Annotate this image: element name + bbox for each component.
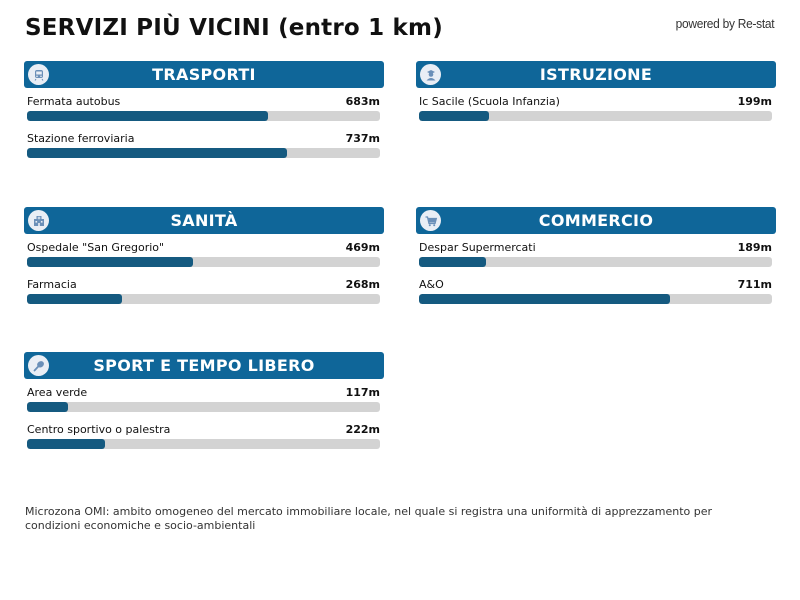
section-trasporti: TRASPORTI Fermata autobus 683m Stazione … (24, 61, 384, 162)
service-name: Ospedale "San Gregorio" (27, 241, 165, 254)
shopping-cart-icon (420, 210, 441, 231)
section-sport: SPORT E TEMPO LIBERO Area verde 117m Cen… (24, 352, 384, 453)
service-distance: 117m (345, 386, 380, 399)
distance-bar (27, 257, 380, 267)
list-item: Area verde 117m (24, 379, 384, 416)
list-item: Ic Sacile (Scuola Infanzia) 199m (416, 88, 776, 125)
service-distance: 189m (737, 241, 772, 254)
list-item: Farmacia 268m (24, 271, 384, 308)
distance-bar (419, 294, 772, 304)
distance-bar (419, 257, 772, 267)
service-name: A&O (419, 278, 444, 291)
racket-icon (28, 355, 49, 376)
service-distance: 199m (737, 95, 772, 108)
section-istruzione: ISTRUZIONE Ic Sacile (Scuola Infanzia) 1… (416, 61, 776, 125)
service-name: Stazione ferroviaria (27, 132, 135, 145)
service-distance: 711m (737, 278, 772, 291)
distance-bar (419, 111, 772, 121)
list-item: Fermata autobus 683m (24, 88, 384, 125)
section-title: ISTRUZIONE (539, 65, 653, 84)
service-name: Area verde (27, 386, 88, 399)
distance-bar-fill (419, 294, 670, 304)
distance-bar-fill (27, 257, 193, 267)
distance-bar-fill (27, 402, 69, 412)
list-item: Ospedale "San Gregorio" 469m (24, 234, 384, 271)
distance-bar (27, 148, 380, 158)
section-header: SPORT E TEMPO LIBERO (24, 352, 384, 379)
list-item: Despar Supermercati 189m (416, 234, 776, 271)
distance-bar (27, 439, 380, 449)
service-distance: 222m (345, 423, 380, 436)
service-distance: 683m (345, 95, 380, 108)
brand-credit: powered by Re-stat (675, 16, 774, 31)
service-name: Centro sportivo o palestra (27, 423, 171, 436)
distance-bar-fill (27, 439, 106, 449)
service-name: Fermata autobus (27, 95, 121, 108)
hospital-icon (28, 210, 49, 231)
section-header: ISTRUZIONE (416, 61, 776, 88)
section-commercio: COMMERCIO Despar Supermercati 189m A&O 7… (416, 207, 776, 308)
train-icon (28, 64, 49, 85)
list-item: A&O 711m (416, 271, 776, 308)
distance-bar-fill (419, 111, 490, 121)
section-title: COMMERCIO (538, 211, 654, 230)
page-title: SERVIZI PIÙ VICINI (entro 1 km) (25, 15, 443, 41)
service-name: Farmacia (27, 278, 77, 291)
section-title: SANITÀ (170, 211, 238, 230)
distance-bar-fill (27, 294, 122, 304)
list-item: Centro sportivo o palestra 222m (24, 416, 384, 453)
distance-bar-fill (419, 257, 486, 267)
footer-note: Microzona OMI: ambito omogeneo del merca… (25, 505, 713, 532)
distance-bar (27, 294, 380, 304)
service-distance: 268m (345, 278, 380, 291)
service-distance: 469m (345, 241, 380, 254)
section-title: TRASPORTI (152, 65, 256, 84)
distance-bar-fill (27, 148, 288, 158)
section-header: SANITÀ (24, 207, 384, 234)
list-item: Stazione ferroviaria 737m (24, 125, 384, 162)
section-sanita: SANITÀ Ospedale "San Gregorio" 469m Farm… (24, 207, 384, 308)
service-name: Ic Sacile (Scuola Infanzia) (419, 95, 560, 108)
section-header: COMMERCIO (416, 207, 776, 234)
student-icon (420, 64, 441, 85)
distance-bar (27, 402, 380, 412)
service-distance: 737m (345, 132, 380, 145)
section-title: SPORT E TEMPO LIBERO (93, 356, 315, 375)
section-header: TRASPORTI (24, 61, 384, 88)
service-name: Despar Supermercati (419, 241, 536, 254)
distance-bar-fill (27, 111, 269, 121)
distance-bar (27, 111, 380, 121)
